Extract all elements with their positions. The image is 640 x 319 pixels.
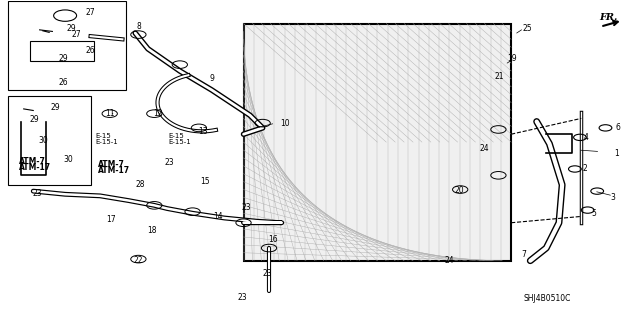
Text: 11: 11 — [105, 109, 115, 118]
Text: 29: 29 — [51, 103, 60, 112]
Text: 23: 23 — [237, 293, 247, 302]
Text: 18: 18 — [148, 226, 157, 235]
Text: ATM-17: ATM-17 — [19, 163, 51, 172]
Text: 23: 23 — [263, 270, 273, 278]
Text: 7: 7 — [522, 250, 526, 259]
Text: 22: 22 — [134, 256, 143, 265]
Text: 27: 27 — [72, 30, 81, 39]
Text: 5: 5 — [591, 209, 596, 218]
Text: 16: 16 — [269, 235, 278, 244]
Text: 17: 17 — [106, 215, 116, 224]
Text: 29: 29 — [58, 54, 68, 63]
Text: E-15-1: E-15-1 — [168, 139, 191, 145]
Text: 14: 14 — [213, 212, 223, 221]
Text: 24: 24 — [479, 144, 489, 153]
Bar — [8, 96, 91, 185]
Text: 12: 12 — [153, 109, 163, 118]
Text: ATM-17: ATM-17 — [99, 167, 131, 175]
Text: 6: 6 — [616, 123, 621, 132]
Bar — [244, 24, 511, 261]
Text: 10: 10 — [280, 119, 290, 128]
Text: ATM-7: ATM-7 — [99, 160, 125, 169]
Text: 28: 28 — [136, 180, 145, 189]
Text: 23: 23 — [242, 204, 252, 212]
Text: 30: 30 — [38, 136, 48, 145]
Text: 25: 25 — [522, 24, 532, 33]
Text: 26: 26 — [86, 46, 95, 55]
Text: 3: 3 — [611, 193, 616, 202]
Text: SHJ4B0510C: SHJ4B0510C — [524, 294, 572, 303]
Text: 20: 20 — [454, 186, 464, 195]
Text: 26: 26 — [58, 78, 68, 86]
Text: 29: 29 — [67, 24, 76, 33]
Text: FR.: FR. — [599, 13, 618, 22]
Text: 27: 27 — [86, 8, 95, 17]
Text: E-15: E-15 — [96, 133, 111, 139]
Text: 8: 8 — [136, 22, 141, 31]
Text: 1: 1 — [614, 149, 619, 158]
Bar — [8, 1, 125, 90]
Text: 21: 21 — [495, 72, 504, 81]
Text: 4: 4 — [584, 133, 589, 142]
Text: 2: 2 — [582, 165, 587, 174]
Text: 24: 24 — [445, 256, 454, 264]
Bar — [30, 41, 94, 62]
Text: 30: 30 — [63, 155, 73, 164]
Text: 15: 15 — [200, 177, 210, 186]
Text: 9: 9 — [209, 74, 214, 83]
Text: 23: 23 — [164, 158, 174, 167]
Text: 29: 29 — [29, 115, 39, 124]
Text: 23: 23 — [33, 189, 42, 198]
Text: E-15: E-15 — [168, 133, 184, 139]
Text: 19: 19 — [508, 54, 517, 63]
Text: ATM-7: ATM-7 — [19, 157, 45, 166]
Text: E-15-1: E-15-1 — [96, 139, 118, 145]
Text: 13: 13 — [198, 127, 207, 136]
